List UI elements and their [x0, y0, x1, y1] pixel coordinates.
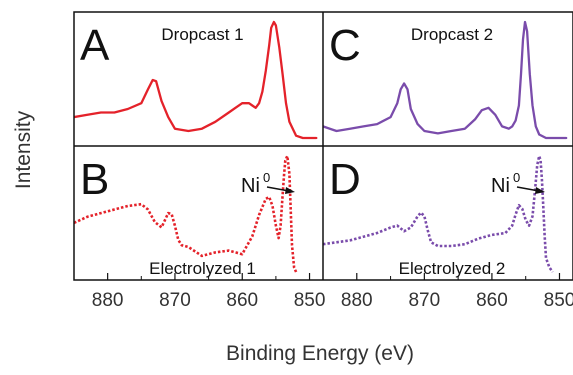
ni0-superscript: 0: [263, 170, 270, 185]
x-tick-label: 860: [226, 290, 258, 311]
x-tick-label: 870: [159, 290, 191, 311]
ni0-arrow-head: [535, 187, 545, 194]
panel-title-b: Electrolyzed 1: [149, 259, 256, 278]
panel-letter-c: C: [329, 21, 361, 70]
series-line-c: [323, 20, 568, 140]
panel-b: B Electrolyzed 1 Ni 0: [74, 154, 298, 278]
series-line-b: [74, 154, 298, 273]
ni0-arrow-head: [285, 187, 295, 194]
x-tick-label: 850: [544, 290, 573, 311]
panel-title-d: Electrolyzed 2: [399, 259, 506, 278]
ni0-arrow-shaft: [516, 186, 540, 192]
panel-c: C Dropcast 2: [323, 20, 568, 140]
ni0-arrow-shaft: [266, 186, 290, 192]
x-tick-label: 880: [341, 290, 373, 311]
panel-letter-b: B: [80, 155, 109, 204]
panel-letter-a: A: [80, 21, 110, 70]
series-line-d: [323, 154, 554, 273]
x-axis-label: Binding Energy (eV): [226, 342, 414, 365]
panel-a: A Dropcast 1: [74, 20, 318, 140]
ni0-label: Ni: [241, 175, 260, 197]
panel-d: D Electrolyzed 2 Ni 0: [323, 154, 554, 278]
panel-title-a: Dropcast 1: [161, 25, 243, 44]
x-tick-label: 870: [408, 290, 440, 311]
panel-letter-d: D: [329, 155, 361, 204]
x-tick-label: 850: [294, 290, 326, 311]
x-tick-label: 860: [476, 290, 508, 311]
y-axis-label: Intensity: [12, 110, 35, 189]
ni0-superscript: 0: [513, 170, 520, 185]
x-tick-layer: 880 870 860 850 880 870 860 850: [92, 273, 573, 311]
series-line-a: [74, 20, 318, 140]
x-tick-label: 880: [92, 290, 124, 311]
ni0-label: Ni: [491, 175, 510, 197]
panel-title-c: Dropcast 2: [411, 25, 493, 44]
